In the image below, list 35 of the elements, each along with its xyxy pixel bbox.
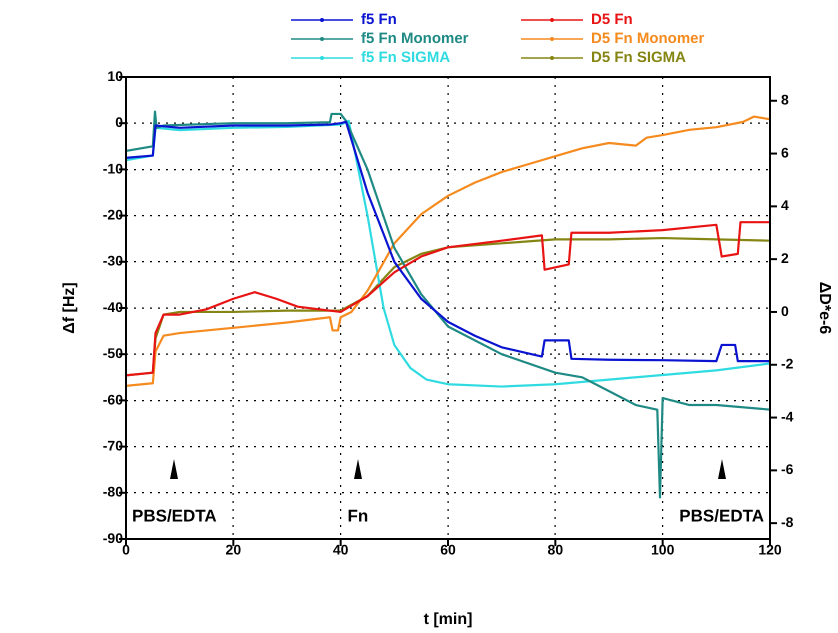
legend-label: f5 Fn (361, 11, 397, 28)
y2-tick-label: 2 (781, 250, 789, 266)
y-tick-label: -20 (102, 206, 124, 222)
legend-label: f5 Fn SIGMA (361, 49, 450, 66)
y-tick-label: -30 (102, 252, 124, 269)
y2-tick-label: -8 (781, 514, 794, 530)
y2-tick-label: 4 (781, 197, 789, 214)
y2-axis-title: ΔD*e-6 (816, 282, 833, 334)
y-tick-label: -10 (102, 160, 124, 176)
y-tick-label: -80 (102, 484, 124, 500)
x-tick-label: 100 (650, 541, 675, 558)
x-tick-label: 120 (758, 541, 782, 558)
y-axis-title: Δf [Hz] (61, 282, 78, 334)
y-tick-label: -50 (102, 345, 124, 362)
y-tick-label: -60 (102, 391, 124, 408)
y2-tick-label: -2 (781, 356, 794, 372)
x-tick-label: 60 (440, 541, 456, 558)
annotation: PBS/EDTA (132, 506, 217, 526)
y-tick-label: -70 (102, 437, 124, 454)
y2-tick-label: -6 (781, 461, 794, 478)
annotation: PBS/EDTA (679, 506, 764, 526)
x-axis-title: t [min] (424, 610, 472, 628)
y2-tick-label: -4 (781, 408, 794, 424)
x-tick-label: 20 (226, 541, 242, 558)
x-tick-label: 40 (332, 541, 349, 558)
y2-tick-label: 0 (781, 302, 789, 319)
annotation: Fn (347, 506, 368, 526)
legend-label: D5 Fn SIGMA (591, 49, 686, 66)
y-tick-label: -90 (102, 530, 124, 546)
legend-label: D5 Fn (591, 11, 633, 28)
y2-tick-label: 8 (781, 92, 789, 108)
legend-label: f5 Fn Monomer (361, 30, 469, 48)
x-tick-label: 80 (548, 541, 564, 558)
legend-label: D5 Fn Monomer (591, 30, 704, 48)
y2-tick-label: 6 (781, 144, 789, 160)
